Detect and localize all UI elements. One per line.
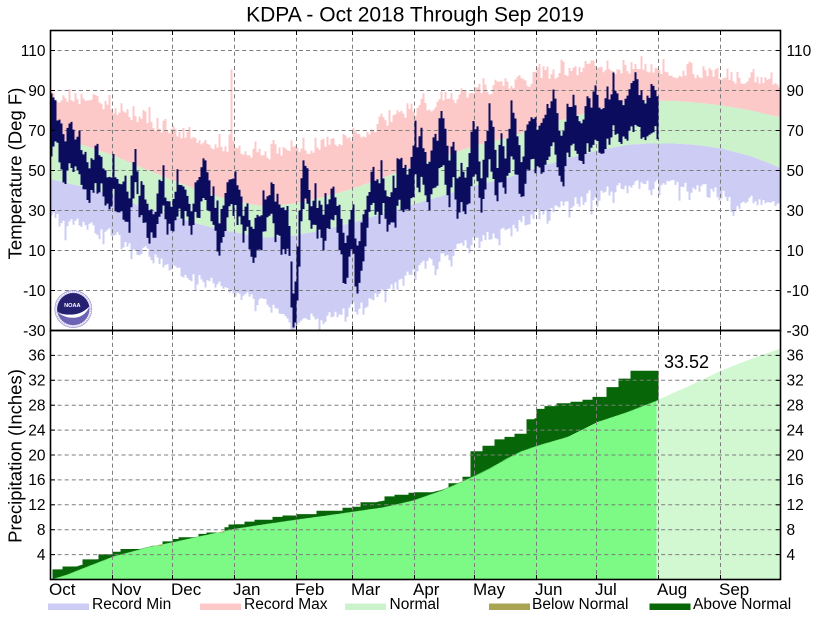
svg-text:-30: -30: [787, 323, 810, 340]
svg-text:-30: -30: [23, 323, 46, 340]
svg-text:36: 36: [787, 348, 804, 365]
svg-text:4: 4: [787, 547, 796, 564]
svg-text:70: 70: [787, 123, 805, 140]
svg-text:Precipitation (Inches): Precipitation (Inches): [5, 369, 26, 543]
svg-text:20: 20: [28, 447, 46, 464]
svg-text:Temperature (Deg F): Temperature (Deg F): [5, 88, 26, 260]
svg-text:Record Max: Record Max: [244, 596, 328, 613]
svg-text:Above Normal: Above Normal: [693, 596, 791, 613]
svg-text:8: 8: [787, 522, 796, 539]
svg-text:32: 32: [28, 373, 45, 390]
svg-text:Below Normal: Below Normal: [532, 596, 628, 613]
svg-text:May: May: [473, 580, 506, 599]
svg-text:12: 12: [28, 497, 45, 514]
svg-text:Feb: Feb: [295, 580, 324, 599]
svg-text:Record Min: Record Min: [92, 596, 171, 613]
svg-text:10: 10: [28, 243, 46, 260]
svg-text:28: 28: [28, 398, 45, 415]
svg-text:30: 30: [787, 203, 805, 220]
svg-text:50: 50: [28, 163, 46, 180]
svg-text:Nov: Nov: [111, 580, 142, 599]
svg-text:Sep: Sep: [719, 580, 749, 599]
svg-text:Normal: Normal: [390, 596, 440, 613]
svg-text:4: 4: [37, 547, 46, 564]
svg-text:90: 90: [28, 83, 46, 100]
svg-text:50: 50: [787, 163, 805, 180]
svg-text:Mar: Mar: [351, 580, 381, 599]
svg-text:33.52: 33.52: [664, 352, 709, 372]
svg-text:10: 10: [787, 243, 805, 260]
svg-text:20: 20: [787, 447, 805, 464]
svg-text:110: 110: [21, 43, 46, 60]
svg-text:KDPA - Oct 2018 Through Sep 20: KDPA - Oct 2018 Through Sep 2019: [246, 4, 584, 27]
svg-text:16: 16: [787, 472, 804, 489]
svg-text:32: 32: [787, 373, 804, 390]
svg-text:90: 90: [787, 83, 805, 100]
svg-text:24: 24: [28, 422, 46, 439]
svg-text:30: 30: [28, 203, 46, 220]
svg-text:Oct: Oct: [49, 580, 76, 599]
svg-text:Jun: Jun: [535, 580, 562, 599]
svg-text:70: 70: [28, 123, 46, 140]
svg-text:16: 16: [28, 472, 45, 489]
svg-text:24: 24: [787, 422, 805, 439]
svg-text:Apr: Apr: [413, 580, 440, 599]
svg-text:8: 8: [37, 522, 46, 539]
svg-text:36: 36: [28, 348, 45, 365]
svg-text:-10: -10: [787, 283, 810, 300]
svg-text:Dec: Dec: [171, 580, 202, 599]
svg-text:Jul: Jul: [595, 580, 617, 599]
svg-text:110: 110: [787, 43, 812, 60]
svg-text:NOAA: NOAA: [64, 303, 80, 309]
svg-text:Jan: Jan: [233, 580, 260, 599]
svg-text:12: 12: [787, 497, 804, 514]
svg-text:28: 28: [787, 398, 804, 415]
svg-text:Aug: Aug: [657, 580, 687, 599]
svg-text:-10: -10: [23, 283, 46, 300]
